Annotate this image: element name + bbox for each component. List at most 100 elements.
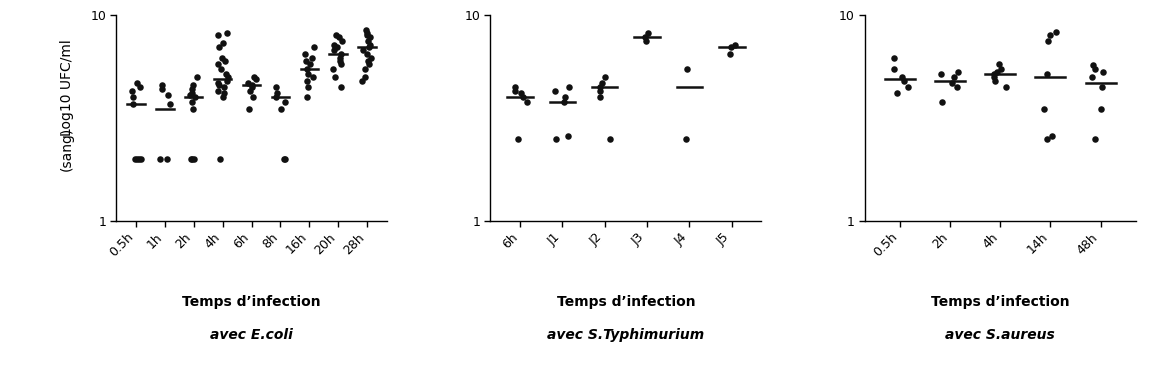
Text: Log10 UFC/ml: Log10 UFC/ml — [60, 39, 74, 136]
Point — [331, 51, 350, 57]
Point — [991, 66, 1009, 72]
Text: avec S.Typhimurium: avec S.Typhimurium — [547, 328, 705, 342]
Point — [267, 83, 285, 90]
Point — [181, 92, 199, 98]
Point — [997, 83, 1015, 90]
Point — [327, 32, 345, 38]
Point — [127, 156, 146, 162]
Point — [677, 136, 695, 142]
Point — [945, 74, 963, 80]
Point — [1037, 136, 1056, 142]
Point — [356, 74, 374, 80]
Point — [214, 83, 233, 90]
Point — [990, 61, 1008, 67]
Point — [298, 66, 316, 72]
Text: Temps d’infection: Temps d’infection — [182, 295, 321, 309]
Point — [275, 156, 293, 162]
Point — [210, 82, 228, 88]
Point — [151, 156, 169, 162]
Point — [218, 30, 236, 36]
Point — [985, 70, 1004, 77]
Point — [358, 30, 377, 36]
Point — [987, 69, 1006, 75]
Point — [296, 51, 314, 57]
Point — [1035, 106, 1054, 112]
Point — [218, 74, 236, 80]
Point — [182, 90, 201, 96]
Point — [721, 51, 739, 57]
Point — [188, 74, 206, 80]
Point — [895, 78, 913, 84]
Point — [325, 46, 343, 53]
Point — [357, 51, 376, 57]
Point — [211, 66, 229, 72]
Point — [591, 88, 610, 94]
Point — [942, 80, 961, 86]
Point — [546, 136, 564, 142]
Point — [209, 80, 227, 86]
Point — [985, 78, 1004, 84]
Point — [333, 61, 351, 67]
Point — [276, 99, 294, 105]
Point — [153, 86, 172, 92]
Point — [554, 99, 573, 105]
Point — [209, 32, 227, 38]
Point — [298, 94, 316, 100]
Point — [678, 66, 697, 72]
Point — [242, 83, 261, 90]
Point — [356, 66, 374, 72]
Point — [884, 55, 903, 61]
Point — [333, 38, 351, 44]
Text: (sang): (sang) — [60, 127, 74, 171]
Point — [331, 55, 350, 61]
Point — [161, 101, 180, 107]
Point — [125, 156, 144, 162]
Point — [600, 136, 619, 142]
Point — [932, 70, 950, 77]
Point — [592, 80, 611, 86]
Point — [1092, 106, 1110, 112]
Point — [635, 34, 654, 40]
Point — [1047, 29, 1065, 35]
Point — [272, 106, 291, 112]
Point — [299, 70, 318, 77]
Point — [512, 90, 531, 96]
Point — [505, 88, 524, 94]
Point — [182, 99, 201, 105]
Point — [304, 55, 322, 61]
Point — [210, 156, 228, 162]
Point — [1093, 69, 1111, 75]
Point — [596, 74, 614, 80]
Point — [1043, 133, 1062, 139]
Point — [267, 94, 285, 100]
Point — [323, 66, 342, 72]
Text: Temps d’infection: Temps d’infection — [556, 295, 695, 309]
Point — [184, 106, 203, 112]
Point — [933, 99, 952, 105]
Point — [515, 94, 533, 100]
Point — [559, 133, 577, 139]
Point — [240, 106, 258, 112]
Point — [722, 44, 741, 50]
Point — [210, 61, 228, 67]
Point — [546, 88, 564, 94]
Point — [556, 94, 575, 100]
Point — [353, 46, 372, 53]
Point — [216, 58, 234, 64]
Point — [127, 80, 146, 86]
Point — [518, 99, 537, 105]
Point — [358, 32, 377, 38]
Point — [505, 83, 524, 90]
Point — [239, 80, 257, 86]
Point — [639, 30, 657, 36]
Point — [362, 55, 380, 61]
Point — [297, 58, 315, 64]
Point — [242, 82, 261, 88]
Point — [184, 156, 203, 162]
Point — [360, 42, 379, 48]
Point — [560, 83, 578, 90]
Point — [357, 27, 376, 33]
Point — [353, 78, 372, 84]
Text: avec E.coli: avec E.coli — [210, 328, 293, 342]
Point — [1038, 38, 1057, 44]
